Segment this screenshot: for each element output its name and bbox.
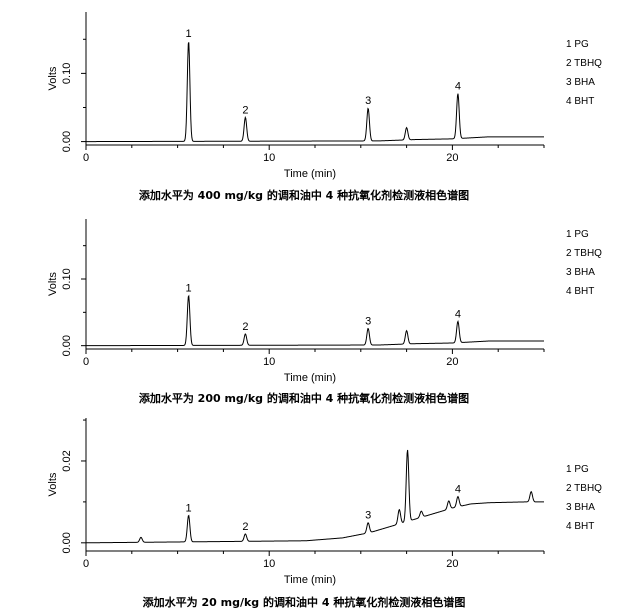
legend-entry: 3 BHA [566,77,595,88]
x-axis-title: Time (min) [284,574,336,586]
x-axis-title: Time (min) [284,372,336,384]
x-tick-label: 20 [446,356,458,368]
x-tick-label: 10 [263,356,275,368]
chromatogram-trace [85,449,544,544]
x-tick-label: 0 [83,152,89,164]
legend-entry: 1 PG [566,39,589,50]
y-axis-title: Volts [47,272,59,296]
peak-label: 2 [242,104,248,116]
peak-label: 3 [365,95,371,107]
peak-label: 2 [242,321,248,333]
chart-panel-2: 0 10 20 0.00 0.10 Time (min) Volts 1 2 3 4 1 PG 2 TB… [47,219,602,405]
legend-entry: 2 TBHQ [566,248,602,259]
peak-label: 3 [365,315,371,327]
legend-entry: 4 BHT [566,96,594,107]
peak-label: 1 [186,282,192,294]
y-tick-label: 0.10 [61,268,73,289]
x-tick-label: 10 [263,558,275,570]
y-tick-label: 0.00 [61,532,73,553]
figure-caption: 添加水平为 400 mg/kg 的调和油中 4 种抗氧化剂检测液相色谱图 [139,188,469,202]
y-tick-label: 0.00 [61,131,73,152]
chromatogram-trace [86,294,544,347]
legend-entry: 1 PG [566,229,589,240]
y-tick-label: 0.10 [61,63,73,84]
x-tick-label: 0 [83,558,89,570]
peak-label: 4 [455,484,461,496]
peak-label: 4 [455,308,461,320]
y-tick-label: 0.00 [61,335,73,356]
x-tick-label: 20 [446,558,458,570]
peak-label: 2 [242,521,248,533]
legend-entry: 2 TBHQ [566,483,602,494]
y-axis-title: Volts [47,472,59,496]
legend-entry: 3 BHA [566,267,595,278]
chart-panel-3: 0 10 20 0.00 0.02 Time (min) Volts 1 2 3 4 1 PG 2 TB… [47,418,602,609]
peak-label: 1 [186,502,192,514]
peak-label: 3 [365,510,371,522]
chromatogram-trace [86,42,544,143]
legend-entry: 3 BHA [566,502,595,513]
legend-entry: 2 TBHQ [566,58,602,69]
x-tick-label: 0 [83,356,89,368]
x-tick-label: 20 [446,152,458,164]
figure-caption: 添加水平为 20 mg/kg 的调和油中 4 种抗氧化剂检测液相色谱图 [143,595,466,609]
peak-label: 1 [186,28,192,40]
legend-entry: 4 BHT [566,286,594,297]
y-tick-label: 0.02 [61,450,73,471]
figure-caption: 添加水平为 200 mg/kg 的调和油中 4 种抗氧化剂检测液相色谱图 [139,391,469,405]
x-axis-title: Time (min) [284,168,336,180]
legend-entry: 4 BHT [566,521,594,532]
legend-entry: 1 PG [566,464,589,475]
x-tick-label: 10 [263,152,275,164]
y-axis-title: Volts [47,66,59,90]
peak-label: 4 [455,81,461,93]
chart-panel-1: 0 10 20 0.00 0.10 Time (min) Volts 1 2 3 4 1 PG 2 TB… [47,12,602,202]
